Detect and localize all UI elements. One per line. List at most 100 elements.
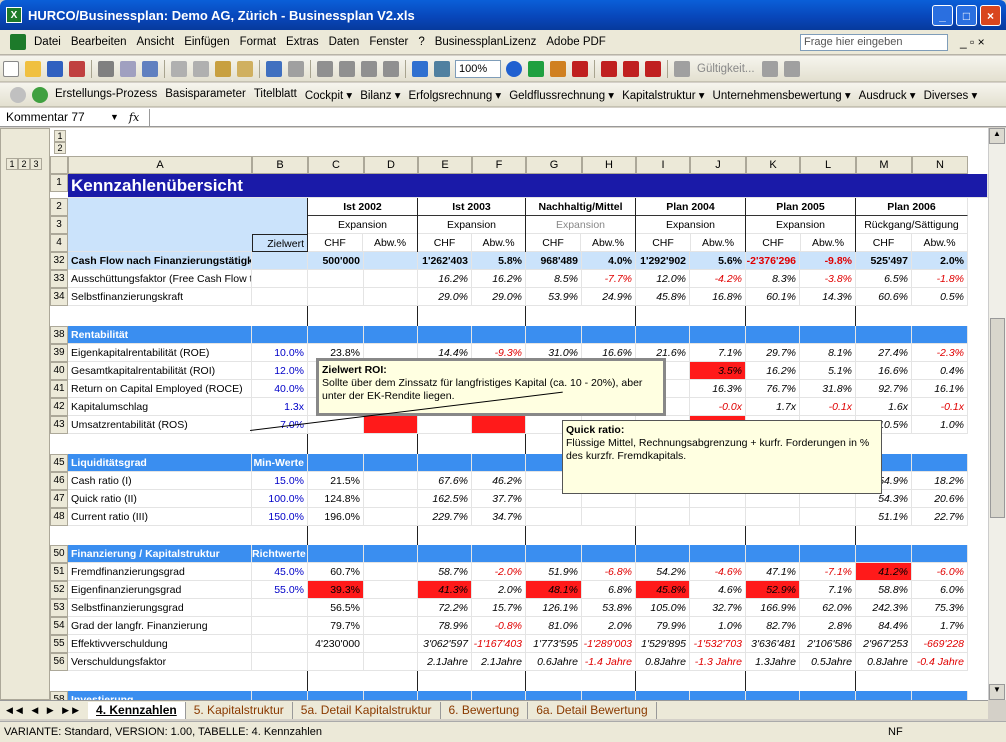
cell-38-D[interactable] <box>364 325 418 344</box>
cell-50-K[interactable] <box>746 545 800 564</box>
menu-item-4[interactable]: Format <box>239 36 277 48</box>
column-header-K[interactable]: K <box>746 156 800 174</box>
cell-50-M[interactable] <box>856 545 912 564</box>
cell-34-L[interactable]: 14.3% <box>800 288 856 306</box>
cell-34-D[interactable] <box>364 288 418 306</box>
cell-47-B[interactable]: 100.0% <box>252 489 308 508</box>
sort-desc-icon[interactable] <box>383 60 399 77</box>
custom-menu-6[interactable]: Geldflussrechnung ▾ <box>509 89 615 102</box>
cell-38-N[interactable] <box>912 325 968 344</box>
cell-38-B[interactable] <box>252 325 308 344</box>
cell-38-E[interactable] <box>418 325 472 344</box>
cell-56-B[interactable] <box>252 653 308 672</box>
cell-47-C[interactable]: 124.8% <box>308 489 364 508</box>
tab-3[interactable]: 6. Bewertung <box>441 701 529 719</box>
format-painter-icon[interactable] <box>237 60 253 77</box>
cell-45-C[interactable] <box>308 453 364 472</box>
row-header-1[interactable]: 1 <box>50 174 68 192</box>
cell-32-F[interactable]: 5.8% <box>472 252 526 270</box>
cell-42-J[interactable]: -0.0x <box>690 397 746 416</box>
pdf-convert-icon[interactable] <box>601 60 617 77</box>
cell-48-G[interactable] <box>526 507 582 526</box>
cell-53-J[interactable]: 32.7% <box>690 599 746 618</box>
cell-51-J[interactable]: -4.6% <box>690 563 746 582</box>
help-icon[interactable] <box>506 60 522 77</box>
cell-53-B[interactable] <box>252 599 308 618</box>
custom-menu-5[interactable]: Erfolgsrechnung ▾ <box>408 89 502 102</box>
cell-42-B[interactable]: 1.3x <box>252 397 308 416</box>
column-header-G[interactable]: G <box>526 156 582 174</box>
cell-48-K[interactable] <box>746 507 800 526</box>
column-header-D[interactable]: D <box>364 156 418 174</box>
print-preview-icon[interactable] <box>120 60 136 77</box>
cell-58-L[interactable] <box>800 691 856 700</box>
cell-42-K[interactable]: 1.7x <box>746 397 800 416</box>
cell-51-C[interactable]: 60.7% <box>308 563 364 582</box>
cell-51-I[interactable]: 54.2% <box>636 563 690 582</box>
menu-item-8[interactable]: ? <box>418 36 425 48</box>
cell-58-D[interactable] <box>364 691 418 700</box>
cell-47-I[interactable] <box>636 489 690 508</box>
cell-32-E[interactable]: 1'262'403 <box>418 252 472 270</box>
cell-55-F[interactable]: -1'167'403 <box>472 635 526 654</box>
cell-38-C[interactable] <box>308 325 364 344</box>
column-header-E[interactable]: E <box>418 156 472 174</box>
cell-33-F[interactable]: 16.2% <box>472 270 526 288</box>
save-icon[interactable] <box>47 60 63 77</box>
cell-41-B[interactable]: 40.0% <box>252 379 308 398</box>
row-header-38[interactable]: 38 <box>50 325 68 344</box>
cell-52-M[interactable]: 58.8% <box>856 581 912 600</box>
cell-33-D[interactable] <box>364 270 418 288</box>
select-all-corner[interactable] <box>50 156 68 174</box>
cell-32-C[interactable]: 500'000 <box>308 252 364 270</box>
cell-53-K[interactable]: 166.9% <box>746 599 800 618</box>
cell-54-F[interactable]: -0.8% <box>472 617 526 636</box>
chart-wizard-icon[interactable] <box>412 60 428 77</box>
cell-34-I[interactable]: 45.8% <box>636 288 690 306</box>
cell-47-L[interactable] <box>800 489 856 508</box>
cell-55-D[interactable] <box>364 635 418 654</box>
cell-51-H[interactable]: -6.8% <box>582 563 636 582</box>
cell-56-D[interactable] <box>364 653 418 672</box>
pdf-mail-icon[interactable] <box>623 60 639 77</box>
cell-53-N[interactable]: 75.3% <box>912 599 968 618</box>
autosum-icon[interactable] <box>339 60 355 77</box>
cell-34-C[interactable] <box>308 288 364 306</box>
print-icon[interactable] <box>98 60 114 77</box>
maximize-button[interactable]: □ <box>956 5 977 26</box>
cell-41-N[interactable]: 16.1% <box>912 379 968 398</box>
cell-32-M[interactable]: 525'497 <box>856 252 912 270</box>
cell-42-L[interactable]: -0.1x <box>800 397 856 416</box>
cell-58-J[interactable] <box>690 691 746 700</box>
cell-48-N[interactable]: 22.7% <box>912 507 968 526</box>
cell-45-B[interactable]: Min-Werte <box>252 453 308 472</box>
cell-41-K[interactable]: 76.7% <box>746 379 800 398</box>
custom-menu-4[interactable]: Bilanz ▾ <box>360 89 401 102</box>
cell-56-H[interactable]: -1.4 Jahre <box>582 653 636 672</box>
cell-52-G[interactable]: 48.1% <box>526 581 582 600</box>
cell-33-E[interactable]: 16.2% <box>418 270 472 288</box>
row-header-40[interactable]: 40 <box>50 361 68 380</box>
cell-52-L[interactable]: 7.1% <box>800 581 856 600</box>
cell-54-M[interactable]: 84.4% <box>856 617 912 636</box>
row-header-51[interactable]: 51 <box>50 563 68 582</box>
cell-55-C[interactable]: 4'230'000 <box>308 635 364 654</box>
cell-42-M[interactable]: 1.6x <box>856 397 912 416</box>
row-header-56[interactable]: 56 <box>50 653 68 672</box>
row-header-54[interactable]: 54 <box>50 617 68 636</box>
cell-54-L[interactable]: 2.8% <box>800 617 856 636</box>
column-header-A[interactable]: A <box>68 156 252 174</box>
cell-39-L[interactable]: 8.1% <box>800 343 856 362</box>
row-header-47[interactable]: 47 <box>50 489 68 508</box>
cell-40-J[interactable]: 3.5% <box>690 361 746 380</box>
tab-4[interactable]: 6a. Detail Bewertung <box>528 701 657 719</box>
cell-53-H[interactable]: 53.8% <box>582 599 636 618</box>
cell-55-B[interactable] <box>252 635 308 654</box>
cell-46-E[interactable]: 67.6% <box>418 471 472 490</box>
cell-55-E[interactable]: 3'062'597 <box>418 635 472 654</box>
cell-54-N[interactable]: 1.7% <box>912 617 968 636</box>
row-header-55[interactable]: 55 <box>50 635 68 654</box>
custom-menu-2[interactable]: Titelblatt <box>253 87 297 100</box>
cell-46-M[interactable]: 54.9% <box>856 471 912 490</box>
cell-41-M[interactable]: 92.7% <box>856 379 912 398</box>
